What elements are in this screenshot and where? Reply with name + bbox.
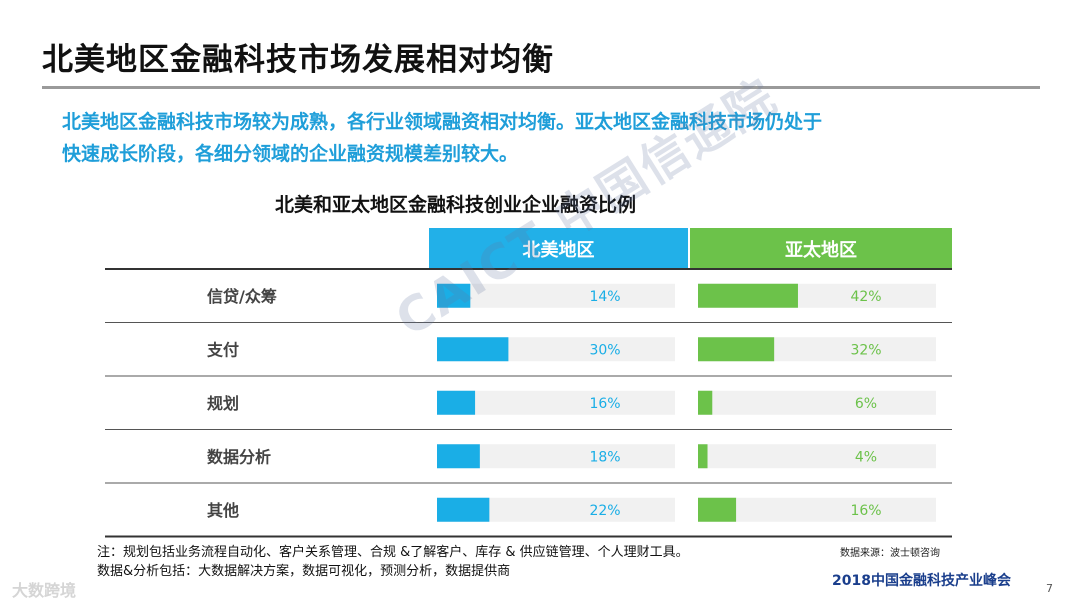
bar: [437, 390, 476, 415]
page-number: 7: [1046, 582, 1053, 595]
series-header-label-1: 亚太地区: [785, 239, 857, 261]
event-name: 2018中国金融科技产业峰会: [832, 573, 1011, 589]
bar: [437, 337, 509, 362]
slide-title: 北美地区金融科技市场发展相对均衡: [42, 42, 554, 78]
category-label: 支付: [206, 340, 239, 359]
series-header-1: [690, 228, 952, 269]
bar: [698, 497, 737, 522]
bar-track: [698, 444, 936, 469]
brand-watermark: 大数跨境: [12, 581, 77, 600]
bar: [698, 390, 713, 415]
bar: [437, 444, 480, 469]
bar: [698, 283, 798, 308]
category-label: 信贷/众筹: [207, 287, 277, 306]
bar-track: [698, 390, 936, 415]
bar-track: [437, 390, 675, 415]
data-label: 18%: [589, 449, 620, 465]
data-label: 42%: [850, 289, 881, 305]
category-label: 数据分析: [207, 447, 271, 466]
bar-track: [437, 283, 675, 308]
data-label: 16%: [589, 396, 620, 412]
bar: [437, 497, 490, 522]
data-label: 14%: [589, 289, 620, 305]
data-source: 数据来源：波士顿咨询: [840, 548, 940, 559]
category-label: 规划: [207, 394, 239, 413]
data-label: 6%: [855, 396, 877, 412]
summary-line-1: 北美地区金融科技市场较为成熟，各行业领域融资相对均衡。亚太地区金融科技市场仍处于: [62, 111, 823, 133]
title-divider: [42, 86, 1040, 89]
footnote-line-1: 注：规划包括业务流程自动化、客户关系管理、合规 &了解客户、库存 & 供应链管理…: [97, 545, 689, 560]
data-label: 32%: [850, 342, 881, 358]
bar: [698, 337, 775, 362]
chart-title: 北美和亚太地区金融科技创业企业融资比例: [275, 194, 637, 216]
footnote: 注：规划包括业务流程自动化、客户关系管理、合规 &了解客户、库存 & 供应链管理…: [97, 543, 689, 581]
bar-track: [698, 497, 936, 522]
bar: [437, 283, 471, 308]
summary-line-2: 快速成长阶段，各细分领域的企业融资规模差别较大。: [62, 143, 519, 165]
data-label: 22%: [589, 503, 620, 519]
data-label: 16%: [850, 503, 881, 519]
series-header-label-0: 北美地区: [523, 239, 595, 261]
summary-text: 北美地区金融科技市场较为成熟，各行业领域融资相对均衡。亚太地区金融科技市场仍处于…: [62, 106, 1022, 170]
data-label: 4%: [855, 449, 877, 465]
data-label: 30%: [589, 342, 620, 358]
footnote-line-2: 数据&分析包括：大数据解决方案，数据可视化，预测分析，数据提供商: [97, 564, 511, 579]
series-header-0: [429, 228, 688, 269]
bar: [698, 444, 708, 469]
category-label: 其他: [207, 501, 239, 520]
